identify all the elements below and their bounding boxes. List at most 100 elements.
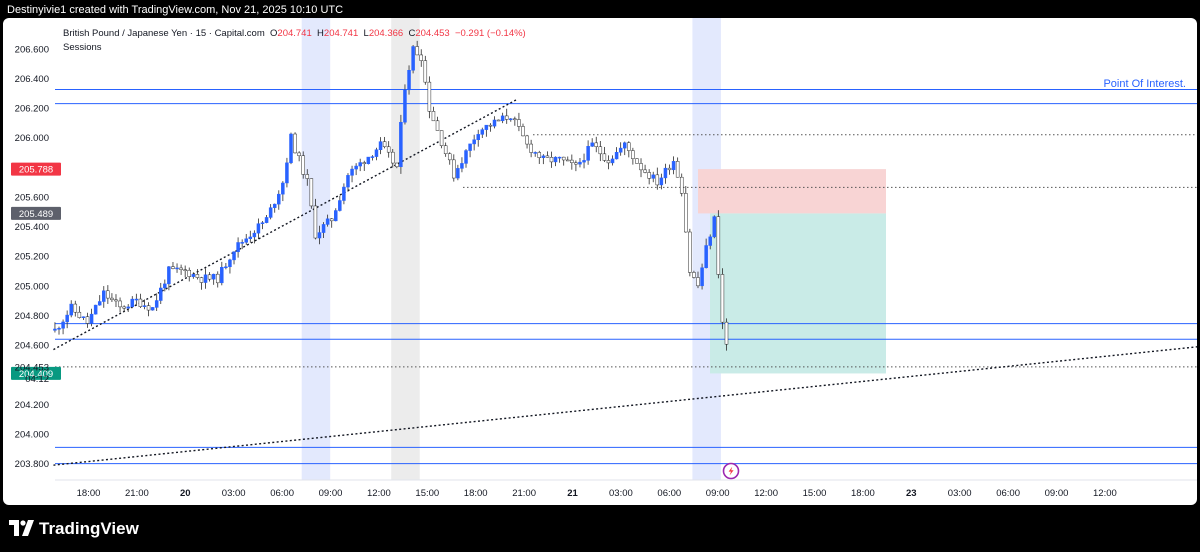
chart-canvas[interactable]: 206.600 206.400 206.200 206.000 205.600 205.4… (3, 18, 1197, 505)
x-tick-label: 15:00 (415, 488, 439, 499)
candle-down (362, 162, 367, 165)
x-tick-label: 12:00 (1093, 488, 1117, 499)
candle-down (110, 297, 114, 301)
candle-up (126, 306, 130, 309)
trendlines[interactable] (53, 98, 1197, 466)
symbol-name[interactable]: British Pound / Japanese Yen · 15 · Capi… (63, 28, 265, 39)
candle-up (533, 152, 537, 154)
candle-up (260, 222, 265, 224)
candle-up (411, 46, 415, 71)
candle-up (81, 316, 86, 318)
candle-up (712, 216, 717, 238)
candle-down (684, 193, 688, 233)
candle-down (561, 156, 566, 161)
candle-up (224, 266, 228, 269)
candle-up (203, 274, 208, 283)
candle-up (370, 156, 375, 158)
y-tick-label: 205.200 (15, 252, 49, 263)
candle-up (89, 313, 94, 324)
o-label: O (270, 28, 278, 39)
candle-down (594, 142, 598, 147)
candle-up (191, 274, 196, 277)
position-tool[interactable] (698, 169, 886, 374)
x-tick-label: 06:00 (270, 488, 294, 499)
candle-up (93, 304, 98, 315)
candle-down (301, 155, 305, 175)
session-band-1 (301, 18, 331, 480)
candle-up (325, 218, 330, 225)
candle-up (610, 158, 615, 164)
x-tick-label: 09:00 (319, 488, 343, 499)
candle-up (472, 139, 476, 145)
y-tick-label: 206.000 (15, 133, 49, 144)
candle-up (582, 160, 586, 163)
x-tick-label: 03:00 (609, 488, 633, 499)
candle-down (73, 303, 78, 313)
candle-down (305, 174, 310, 179)
candle-down (187, 269, 191, 277)
chart-panel[interactable]: 206.600 206.400 206.200 206.000 205.600 205.4… (3, 18, 1197, 505)
dividend-icon[interactable] (722, 462, 740, 480)
candle-up (256, 223, 261, 234)
candle-down (696, 277, 700, 287)
candle-down (488, 124, 493, 127)
x-tick-label: 06:00 (657, 488, 681, 499)
x-tick-label: 21 (567, 488, 578, 499)
candle-down (415, 46, 419, 56)
candle-down (391, 151, 395, 164)
candle-up (358, 162, 362, 167)
y-tick-label: 205.400 (15, 222, 49, 233)
candle-down (513, 118, 517, 121)
candle-up (350, 168, 354, 176)
candle-up (65, 314, 69, 323)
candle-up (252, 232, 257, 238)
candle-up (134, 298, 139, 301)
candle-down (146, 305, 151, 311)
y-tick-label: 205.600 (15, 192, 49, 203)
candle-up (163, 283, 167, 289)
y-tick-label: 206.400 (15, 74, 49, 85)
candle-down (566, 159, 570, 162)
candle-up (232, 251, 236, 261)
y-tick-label: 206.200 (15, 104, 49, 115)
stop-badge-bg (11, 162, 61, 176)
candle-up (374, 149, 379, 157)
candle-up (704, 245, 708, 269)
candle-down (195, 274, 200, 278)
candle-down (647, 172, 651, 179)
candle-up (277, 193, 281, 205)
candle-down (643, 169, 647, 173)
candle-up (500, 115, 505, 122)
candle-down (138, 298, 143, 307)
candle-up (671, 161, 676, 171)
poi-label[interactable]: Point Of Interest. (1103, 78, 1186, 90)
candle-up (167, 266, 171, 285)
candle-down (435, 120, 440, 131)
candle-up (159, 287, 163, 301)
candle-down (199, 277, 204, 283)
candle-up (460, 163, 464, 169)
indicator-sessions[interactable]: Sessions (63, 42, 102, 53)
stop-badge-text: 205.788 (19, 165, 53, 176)
candle-down (382, 141, 387, 148)
c-value: 204.453 (415, 28, 450, 39)
candle-up (399, 121, 403, 168)
candle-up (456, 168, 460, 179)
candle-up (663, 167, 668, 179)
candle-down (386, 146, 391, 153)
candle-up (268, 207, 273, 218)
entry-badge-text: 205.489 (19, 209, 53, 220)
candle-down (329, 218, 334, 222)
candle-up (484, 124, 489, 130)
l-label: L (363, 28, 369, 39)
candle-up (69, 303, 73, 316)
horizontal-lines[interactable] (55, 89, 1197, 465)
candle-up (651, 174, 655, 179)
x-tick-label: 20 (180, 488, 191, 499)
candle-down (171, 266, 175, 269)
candle-up (338, 200, 342, 211)
candle-up (321, 224, 326, 233)
trendline-1 (53, 98, 518, 351)
x-tick-label: 18:00 (464, 488, 488, 499)
